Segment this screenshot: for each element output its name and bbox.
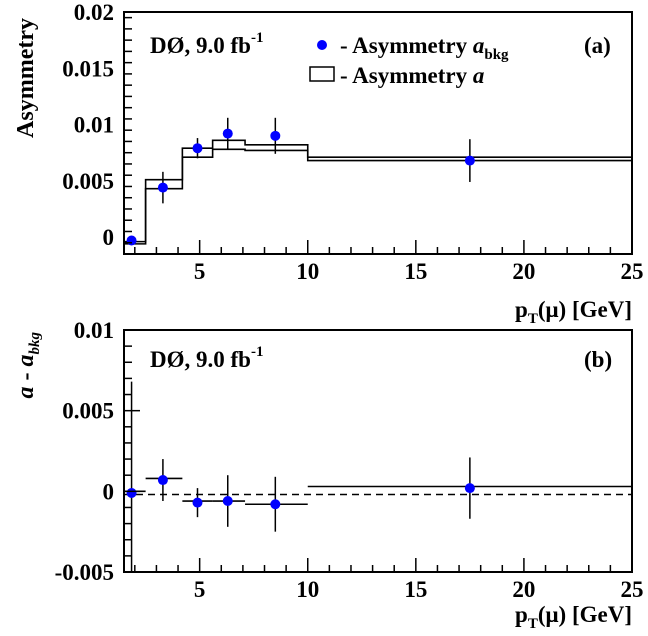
y-ticks-a: 0 0.005 0.01 0.015 0.02: [62, 0, 132, 255]
plot-frame-b: [123, 329, 633, 573]
hist-lo-line-a: [124, 148, 632, 245]
x-tick-label: 20: [512, 577, 535, 602]
legend-points-label: - Asymmetry abkg: [340, 33, 509, 63]
y-tick-label: 0.01: [74, 113, 114, 138]
x-axis-label-a: pT(μ) [GeV]: [515, 297, 632, 327]
hist-hi-line-a: [124, 139, 632, 243]
data-point-a: [157, 182, 168, 193]
y-tick-label: 0.005: [62, 399, 114, 424]
y-tick-label: 0: [103, 225, 115, 250]
y-tick-label: 0.015: [62, 56, 114, 81]
data-point-b: [222, 496, 233, 507]
plot-frame-a: [123, 11, 633, 255]
x-tick-label: 15: [404, 577, 427, 602]
y-tick-label: 0.005: [62, 169, 114, 194]
data-point-a: [464, 155, 475, 166]
x-tick-label: 25: [621, 577, 644, 602]
panel-label-b: (b): [584, 347, 612, 372]
points-a: [126, 117, 475, 246]
data-point-b: [270, 499, 281, 510]
data-point-b: [464, 483, 475, 494]
hist-a: [124, 139, 632, 245]
x-tick-label: 25: [621, 259, 644, 284]
legend-hist-marker: [309, 66, 335, 82]
x-tick-label: 5: [194, 577, 206, 602]
data-point-b: [157, 475, 168, 486]
x-ticks-b: 5 10 15 20 25: [134, 558, 644, 602]
panel-label-a: (a): [584, 33, 611, 58]
y-tick-label: -0.005: [55, 560, 114, 585]
x-tick-label: 20: [512, 259, 535, 284]
data-point-a: [126, 235, 137, 246]
x-tick-label: 10: [296, 577, 319, 602]
x-ticks-a: 5 10 15 20 25: [134, 240, 644, 284]
data-point-b: [192, 497, 203, 508]
y-tick-label: 0.01: [74, 318, 114, 343]
x-tick-label: 15: [404, 259, 427, 284]
data-point-a: [270, 130, 281, 141]
legend-point-marker: [317, 40, 327, 50]
legend-a: - Asymmetry abkg - Asymmetry a: [309, 33, 509, 88]
legend-hist-label: - Asymmetry a: [340, 63, 484, 88]
x-tick-label: 10: [296, 259, 319, 284]
panel-b: 5 10 15 20 25 -0.005 0 0.005 0.01 a - abkg pT(μ…: [13, 318, 644, 632]
y-tick-label: 0.02: [74, 0, 114, 25]
y-axis-label-b: a - abkg: [13, 332, 43, 399]
x-tick-label: 5: [194, 259, 206, 284]
annotation-b: DØ, 9.0 fb-1: [150, 344, 263, 372]
data-point-a: [192, 143, 203, 154]
data-point-b: [126, 487, 137, 498]
y-axis-label-a: Asymmetry: [13, 18, 39, 138]
y-tick-label: 0: [103, 479, 115, 504]
data-point-a: [222, 128, 233, 139]
points-b: [126, 381, 475, 572]
annotation-a: DØ, 9.0 fb-1: [150, 30, 263, 58]
y-ticks-b: -0.005 0 0.005 0.01: [55, 318, 140, 585]
x-axis-label-b: pT(μ) [GeV]: [515, 602, 632, 632]
